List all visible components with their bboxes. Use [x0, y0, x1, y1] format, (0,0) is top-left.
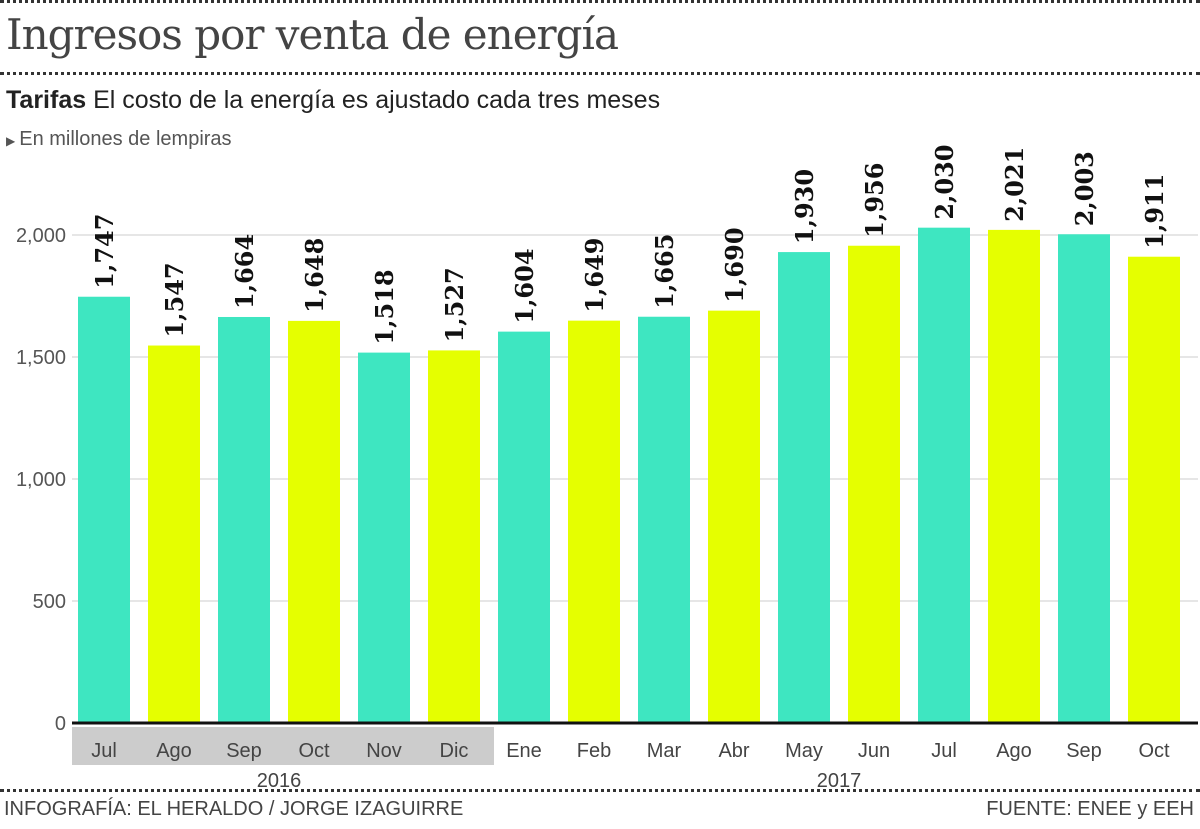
y-tick-label: 0	[55, 713, 66, 735]
chart-title: Ingresos por venta de energía	[6, 10, 619, 59]
data-label: 1,690	[720, 227, 749, 302]
x-tick-label: Jun	[858, 740, 890, 762]
year-band-2016	[72, 727, 494, 765]
data-label: 2,030	[930, 145, 959, 220]
y-tick-label: 1,000	[16, 469, 66, 491]
data-label: 1,518	[370, 269, 399, 344]
footer-divider	[0, 789, 1200, 792]
source: FUENTE: ENEE y EEH	[986, 798, 1194, 820]
bar	[428, 350, 480, 723]
data-label: 1,649	[580, 237, 609, 312]
y-tick-label: 1,500	[16, 347, 66, 369]
units-text: En millones de lempiras	[19, 128, 232, 150]
bar	[358, 352, 410, 723]
data-label: 2,021	[1000, 147, 1029, 222]
triangle-icon: ▶	[6, 134, 16, 148]
bar	[568, 320, 620, 723]
x-tick-label: Jul	[931, 740, 957, 762]
bar	[1128, 256, 1180, 723]
x-tick-label: Oct	[298, 740, 330, 762]
bar	[918, 227, 970, 723]
title-divider	[0, 72, 1200, 75]
data-label: 1,665	[650, 234, 679, 309]
x-tick-label: Abr	[718, 740, 749, 762]
data-label: 1,956	[860, 163, 889, 238]
x-tick-label: Dic	[440, 740, 469, 762]
units-label: ▶ En millones de lempiras	[6, 128, 232, 151]
y-tick-label: 2,000	[16, 225, 66, 247]
credit: INFOGRAFÍA: EL HERALDO / JORGE IZAGUIRRE	[4, 798, 464, 820]
x-tick-label: Oct	[1138, 740, 1170, 762]
data-label: 1,604	[510, 248, 539, 323]
x-tick-label: Nov	[366, 740, 402, 762]
bar	[708, 310, 760, 723]
x-tick-label: Ago	[996, 740, 1032, 762]
bar	[848, 245, 900, 723]
bar	[498, 331, 550, 723]
data-label: 1,930	[790, 169, 819, 244]
data-label: 1,648	[300, 238, 329, 313]
bar	[988, 229, 1040, 723]
x-tick-label: Sep	[1066, 740, 1102, 762]
year-label: 2017	[817, 770, 862, 792]
data-label: 1,664	[230, 234, 259, 309]
x-tick-label: Ene	[506, 740, 542, 762]
x-tick-label: Mar	[647, 740, 682, 762]
data-label: 2,003	[1070, 151, 1099, 226]
x-tick-label: May	[785, 740, 823, 762]
chart-subtitle: Tarifas El costo de la energía es ajusta…	[6, 86, 660, 115]
x-tick-label: Ago	[156, 740, 192, 762]
data-label: 1,547	[160, 262, 189, 337]
x-tick-label: Sep	[226, 740, 262, 762]
top-divider	[0, 0, 1200, 3]
data-label: 1,527	[440, 267, 469, 342]
bar	[638, 316, 690, 723]
bar	[1058, 234, 1110, 723]
bar	[78, 296, 130, 723]
bar	[288, 320, 340, 723]
subtitle-text: El costo de la energía es ajustado cada …	[93, 86, 661, 114]
data-label: 1,911	[1140, 174, 1169, 249]
y-tick-label: 500	[33, 591, 66, 613]
x-tick-label: Feb	[577, 740, 611, 762]
data-label: 1,747	[90, 214, 119, 289]
subtitle-bold: Tarifas	[6, 86, 87, 114]
x-tick-label: Jul	[91, 740, 117, 762]
bar	[778, 252, 830, 723]
bar	[148, 345, 200, 723]
year-label: 2016	[257, 770, 302, 792]
bar	[218, 316, 270, 723]
